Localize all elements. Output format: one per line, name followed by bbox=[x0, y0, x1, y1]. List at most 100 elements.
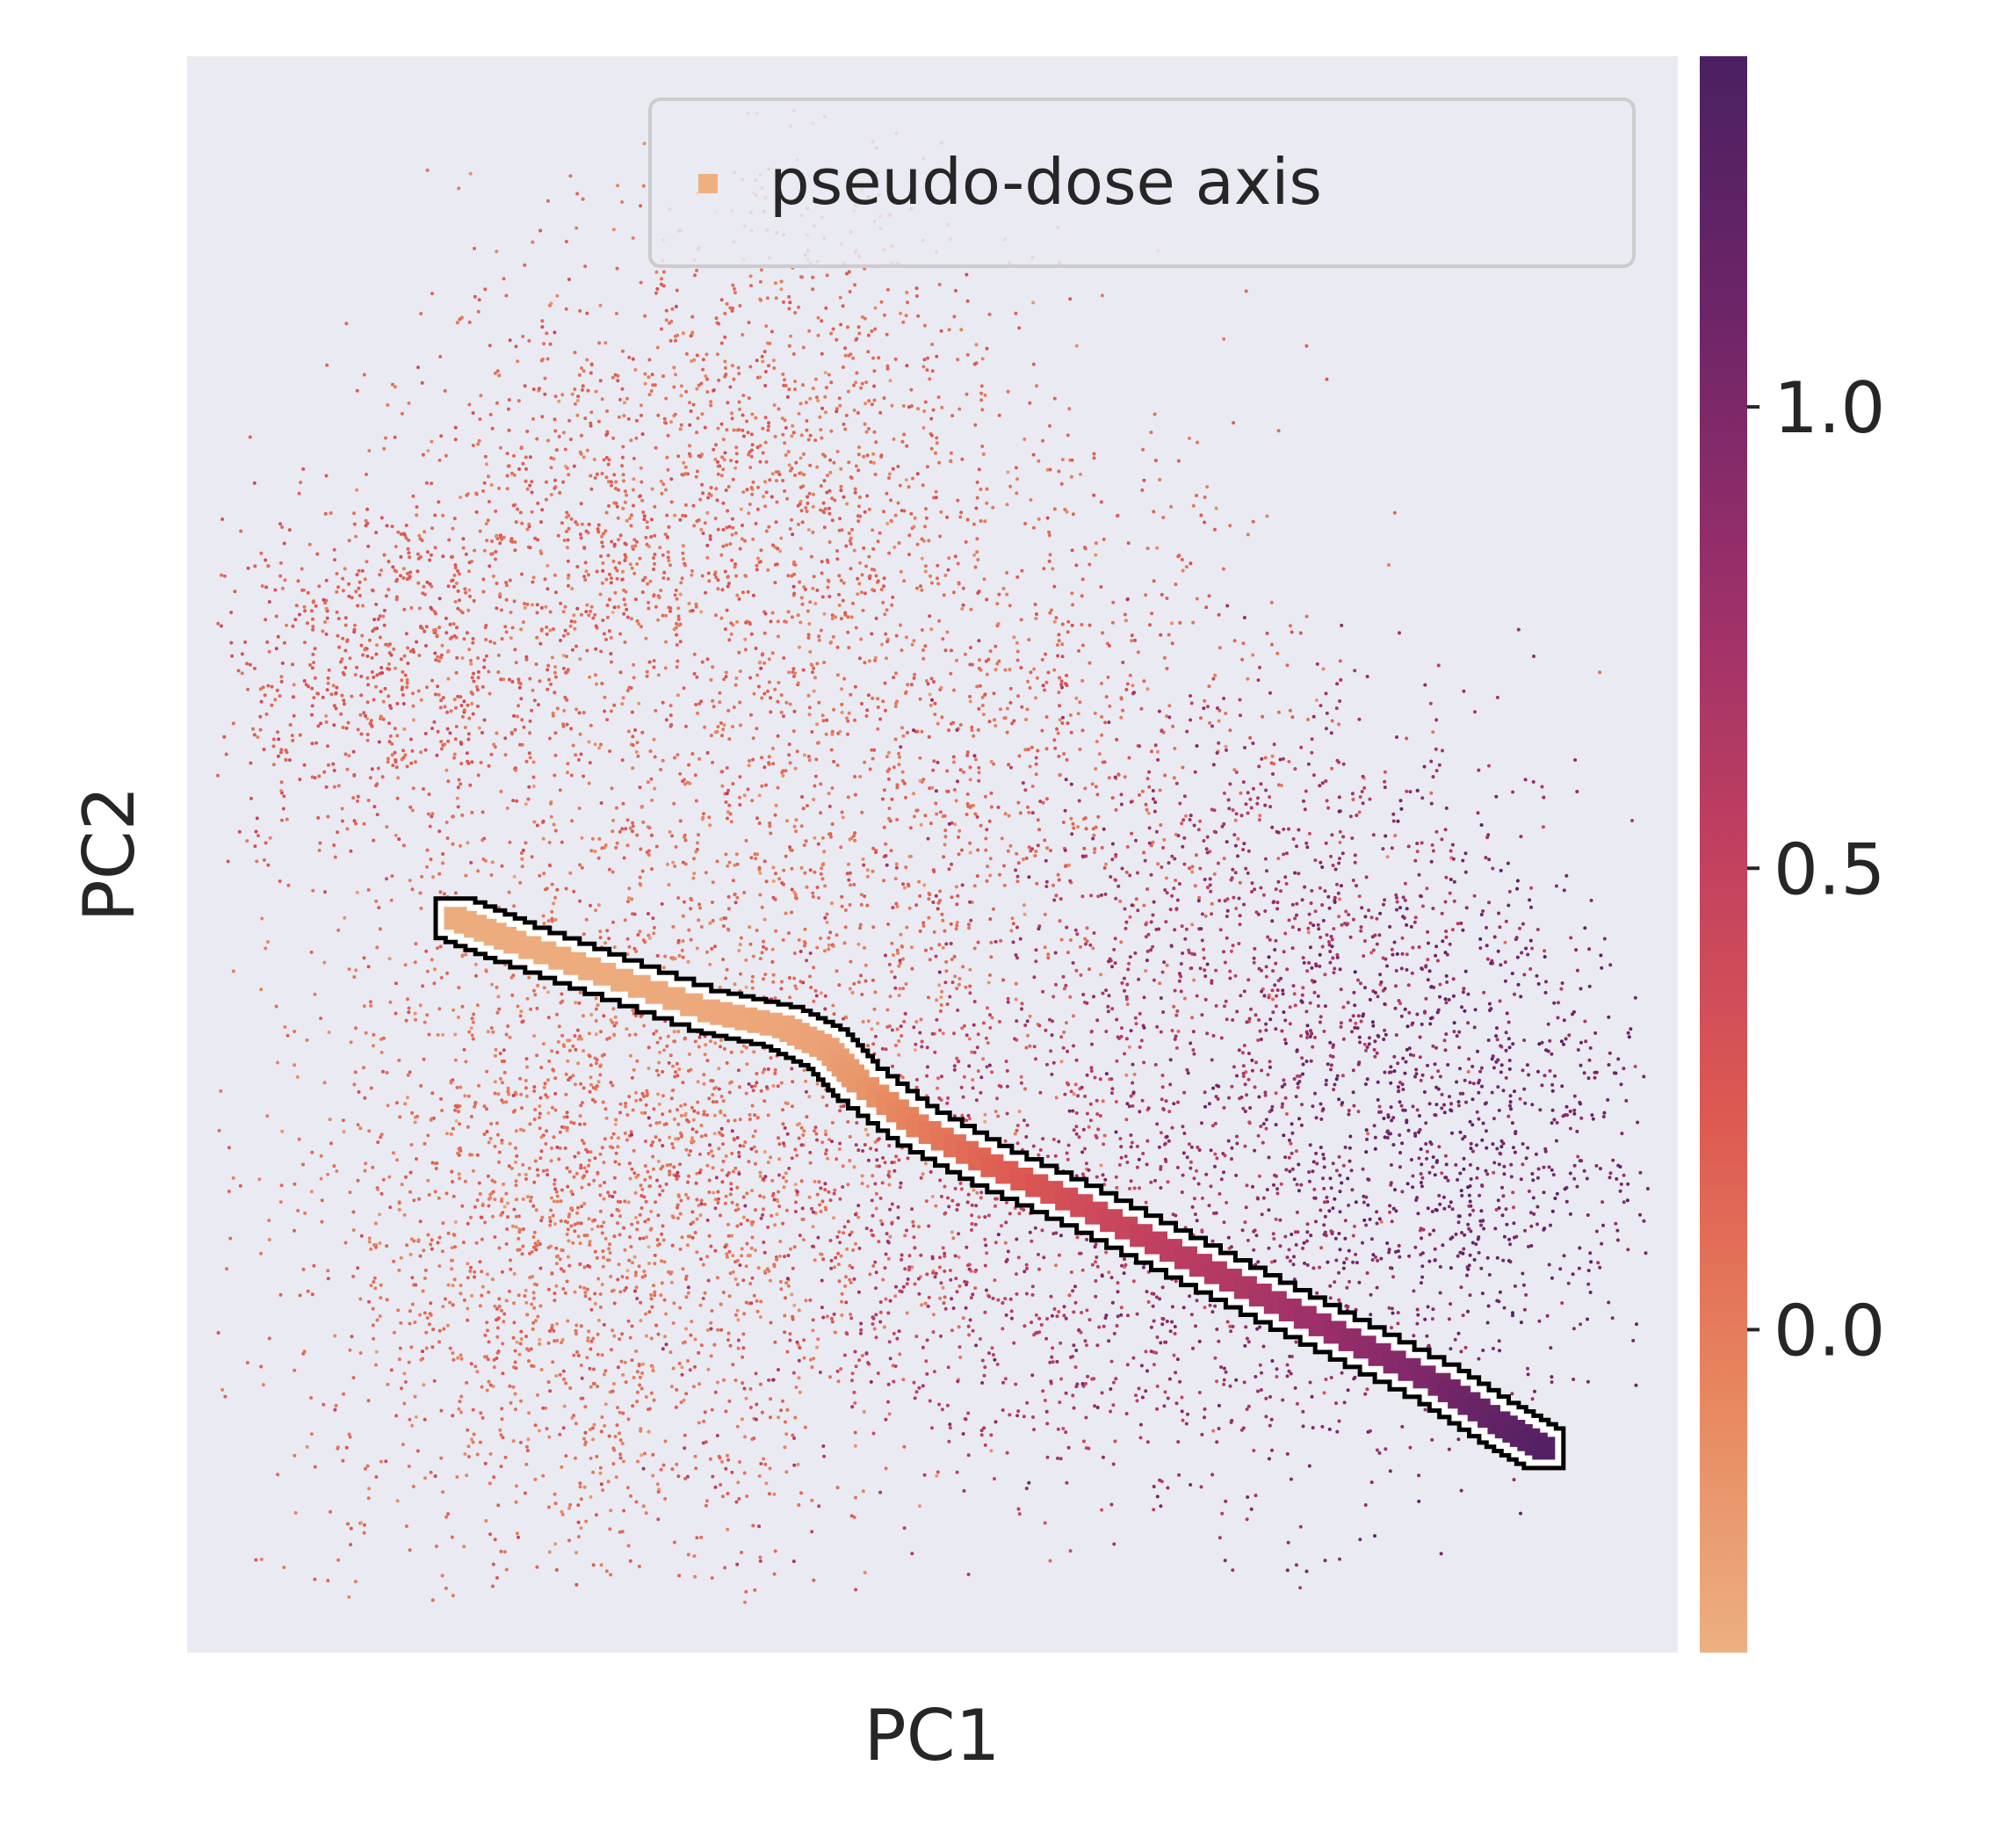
scatter-point bbox=[736, 1318, 741, 1322]
scatter-point bbox=[488, 691, 492, 696]
scatter-point bbox=[842, 941, 847, 945]
scatter-point bbox=[924, 507, 928, 511]
scatter-point bbox=[278, 879, 282, 883]
scatter-point bbox=[954, 885, 958, 889]
scatter-point bbox=[343, 752, 348, 756]
scatter-point bbox=[369, 719, 373, 723]
scatter-point bbox=[678, 1247, 683, 1251]
scatter-point bbox=[954, 799, 958, 803]
scatter-point bbox=[873, 306, 878, 310]
scatter-point bbox=[616, 373, 620, 378]
scatter-point bbox=[950, 1230, 954, 1234]
scatter-point bbox=[405, 1096, 409, 1100]
scatter-point bbox=[751, 593, 755, 597]
scatter-point bbox=[593, 476, 597, 480]
scatter-point bbox=[832, 1012, 836, 1017]
scatter-point bbox=[325, 616, 329, 620]
scatter-point bbox=[377, 740, 381, 744]
scatter-point bbox=[311, 600, 315, 604]
scatter-point bbox=[824, 410, 827, 415]
scatter-point bbox=[719, 1045, 722, 1049]
scatter-point bbox=[807, 329, 812, 333]
scatter-point bbox=[401, 567, 406, 571]
scatter-point bbox=[278, 561, 283, 565]
scatter-point bbox=[820, 836, 825, 840]
scatter-point bbox=[344, 322, 349, 326]
scatter-point bbox=[391, 565, 395, 569]
scatter-point bbox=[1178, 620, 1182, 625]
scatter-point bbox=[754, 647, 758, 650]
scatter-point bbox=[567, 526, 571, 531]
scatter-point bbox=[1087, 967, 1091, 972]
scatter-point bbox=[1010, 721, 1015, 726]
scatter-point bbox=[559, 1001, 563, 1005]
scatter-point bbox=[620, 577, 625, 582]
scatter-point bbox=[509, 539, 513, 543]
scatter-point bbox=[507, 398, 511, 402]
scatter-point bbox=[485, 1130, 489, 1133]
scatter-point bbox=[714, 316, 719, 321]
scatter-point bbox=[748, 676, 753, 680]
scatter-point bbox=[683, 1037, 687, 1041]
scatter-point bbox=[1069, 730, 1073, 734]
scatter-point bbox=[592, 458, 596, 461]
scatter-point bbox=[1198, 819, 1203, 823]
scatter-point bbox=[632, 662, 636, 667]
scatter-point bbox=[719, 553, 724, 557]
scatter-point bbox=[808, 396, 813, 401]
scatter-point bbox=[341, 1118, 345, 1123]
scatter-point bbox=[430, 292, 434, 296]
scatter-point bbox=[444, 821, 449, 824]
scatter-point bbox=[437, 659, 441, 663]
scatter-point bbox=[1164, 876, 1168, 880]
scatter-point bbox=[445, 650, 450, 654]
scatter-point bbox=[876, 1021, 880, 1025]
scatter-point bbox=[594, 624, 598, 628]
scatter-point bbox=[731, 782, 735, 786]
scatter-point bbox=[546, 687, 550, 691]
scatter-point bbox=[560, 521, 564, 525]
scatter-point bbox=[808, 649, 813, 654]
scatter-point bbox=[856, 980, 861, 984]
scatter-point bbox=[721, 727, 726, 732]
scatter-point bbox=[936, 721, 940, 726]
scatter-point bbox=[633, 544, 638, 548]
scatter-point bbox=[474, 1241, 479, 1245]
scatter-point bbox=[967, 926, 972, 930]
scatter-point bbox=[953, 822, 957, 827]
scatter-point bbox=[752, 1050, 756, 1054]
scatter-point bbox=[278, 694, 282, 698]
scatter-point bbox=[880, 642, 884, 647]
scatter-point bbox=[621, 569, 625, 574]
scatter-point bbox=[976, 1069, 980, 1073]
scatter-point bbox=[604, 637, 608, 641]
scatter-point bbox=[1176, 459, 1181, 463]
scatter-point bbox=[776, 734, 780, 738]
scatter-point bbox=[432, 720, 437, 724]
scatter-point bbox=[936, 395, 941, 400]
scatter-point bbox=[892, 765, 896, 770]
scatter-point bbox=[542, 1085, 546, 1089]
scatter-point bbox=[1067, 863, 1071, 867]
scatter-point bbox=[679, 581, 683, 585]
scatter-point bbox=[819, 872, 823, 876]
scatter-point bbox=[450, 554, 454, 559]
scatter-point bbox=[799, 824, 804, 829]
scatter-point bbox=[519, 445, 524, 450]
scatter-point bbox=[766, 1225, 770, 1229]
scatter-point bbox=[730, 308, 734, 313]
scatter-point bbox=[335, 610, 339, 614]
scatter-point bbox=[679, 1104, 683, 1108]
scatter-point bbox=[426, 449, 430, 452]
scatter-point bbox=[422, 1057, 426, 1061]
scatter-point bbox=[840, 1292, 844, 1296]
scatter-point bbox=[661, 576, 666, 580]
scatter-point bbox=[424, 481, 429, 485]
scatter-point bbox=[676, 693, 680, 698]
scatter-point bbox=[632, 912, 637, 916]
scatter-point bbox=[660, 277, 664, 281]
scatter-point bbox=[909, 511, 914, 516]
scatter-point bbox=[546, 990, 550, 995]
scatter-point bbox=[602, 458, 606, 462]
scatter-point bbox=[1022, 903, 1026, 908]
